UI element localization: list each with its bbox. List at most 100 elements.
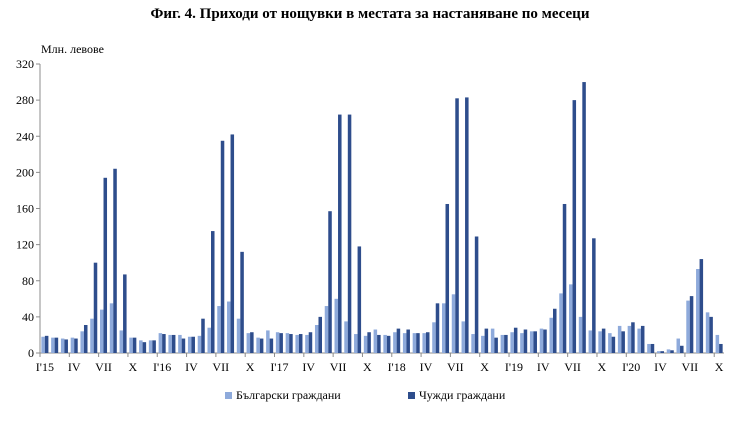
legend-item-bulgarian: Български граждани [225, 388, 341, 403]
y-tick-label: 200 [16, 165, 34, 179]
bar-bulgarian [608, 333, 612, 353]
bar-bulgarian [354, 334, 358, 353]
bar-bulgarian [119, 330, 124, 353]
bar-foreign [484, 328, 489, 353]
bar-foreign [132, 337, 137, 353]
bar-bulgarian [588, 330, 593, 353]
bar-foreign [425, 332, 430, 353]
bar-foreign [719, 343, 723, 353]
bar-bulgarian [129, 337, 133, 353]
bar-bulgarian [305, 334, 309, 353]
legend-label-bulgarian: Български граждани [236, 388, 341, 402]
bar-foreign [240, 251, 244, 353]
bar-foreign [562, 203, 567, 353]
bar-foreign [465, 97, 469, 354]
bar-bulgarian [481, 335, 485, 353]
bar-bulgarian [70, 337, 75, 353]
bar-foreign [513, 327, 518, 353]
bar-foreign [377, 334, 381, 353]
bar-foreign [523, 329, 528, 353]
bar-foreign [44, 335, 49, 353]
x-tick-label: X [480, 360, 489, 374]
bar-bulgarian [266, 330, 270, 353]
x-tick-label: X [246, 360, 255, 374]
bar-foreign [367, 332, 371, 353]
bar-foreign [113, 168, 117, 353]
bar-foreign [680, 345, 684, 353]
x-tick-label: IV [302, 360, 315, 374]
bar-bulgarian [666, 349, 671, 353]
bar-bulgarian [647, 343, 651, 353]
bar-bulgarian [363, 335, 368, 353]
bar-bulgarian [569, 284, 573, 353]
bar-bulgarian [656, 351, 661, 353]
bar-bulgarian [246, 333, 251, 353]
bar-bulgarian [422, 333, 426, 353]
bar-foreign [162, 334, 166, 353]
bar-bulgarian [637, 328, 641, 353]
bar-foreign [699, 259, 704, 353]
legend-swatch-bulgarian [225, 392, 232, 399]
bar-foreign [220, 140, 225, 353]
bar-foreign [279, 333, 283, 353]
legend-swatch-foreign [408, 392, 415, 399]
bar-bulgarian [256, 337, 260, 353]
x-tick-label: IV [654, 360, 667, 374]
bar-foreign [494, 337, 498, 353]
bar-foreign [416, 333, 420, 353]
bar-bulgarian [139, 340, 143, 353]
y-tick-label: 240 [16, 129, 34, 143]
bar-foreign [347, 114, 352, 353]
bar-foreign [543, 329, 547, 353]
x-tick-label: IV [537, 360, 550, 374]
bar-foreign [328, 211, 332, 353]
bar-bulgarian [715, 334, 720, 353]
bar-bulgarian [295, 334, 299, 353]
bar-foreign [640, 325, 645, 353]
x-tick-label: X [363, 360, 372, 374]
x-tick-label: X [598, 360, 607, 374]
bar-bulgarian [617, 325, 622, 353]
bar-bulgarian [500, 334, 505, 353]
bar-bulgarian [324, 306, 329, 353]
bar-bulgarian [432, 322, 436, 353]
bar-bulgarian [158, 333, 163, 353]
x-tick-label: VII [681, 360, 698, 374]
bar-foreign [621, 331, 625, 353]
bar-foreign [504, 334, 508, 353]
bar-foreign [357, 246, 362, 353]
bar-foreign [54, 337, 59, 353]
bar-bulgarian [227, 301, 231, 353]
bar-bulgarian [627, 325, 632, 353]
bar-foreign [689, 296, 694, 353]
bar-foreign [670, 350, 674, 353]
x-tick-label: VII [330, 360, 347, 374]
bar-foreign [709, 316, 713, 353]
bar-bulgarian [383, 334, 387, 353]
bar-foreign [338, 114, 342, 353]
bar-foreign [533, 331, 537, 353]
bar-bulgarian [90, 318, 94, 353]
bar-foreign [582, 82, 586, 353]
bar-foreign [83, 325, 88, 353]
bar-bulgarian [60, 338, 65, 353]
legend-item-foreign: Чужди граждани [408, 388, 505, 403]
bar-bulgarian [676, 338, 681, 353]
legend-label-foreign: Чужди граждани [419, 388, 506, 402]
y-tick-label: 0 [28, 346, 34, 360]
bar-bulgarian [696, 269, 700, 353]
bar-foreign [230, 134, 235, 353]
bar-foreign [455, 98, 459, 353]
bar-foreign [259, 338, 264, 353]
bar-foreign [660, 351, 665, 353]
bar-bulgarian [539, 328, 544, 353]
bar-bulgarian [148, 340, 153, 353]
x-tick-label: I'18 [388, 360, 406, 374]
y-tick-label: 160 [16, 202, 34, 216]
x-tick-label: I'20 [622, 360, 640, 374]
x-tick-label: VII [447, 360, 464, 374]
bar-bulgarian [461, 321, 466, 353]
bar-foreign [386, 335, 391, 353]
bar-bulgarian [334, 298, 339, 353]
y-axis-unit-label: Млн. левове [41, 42, 104, 56]
